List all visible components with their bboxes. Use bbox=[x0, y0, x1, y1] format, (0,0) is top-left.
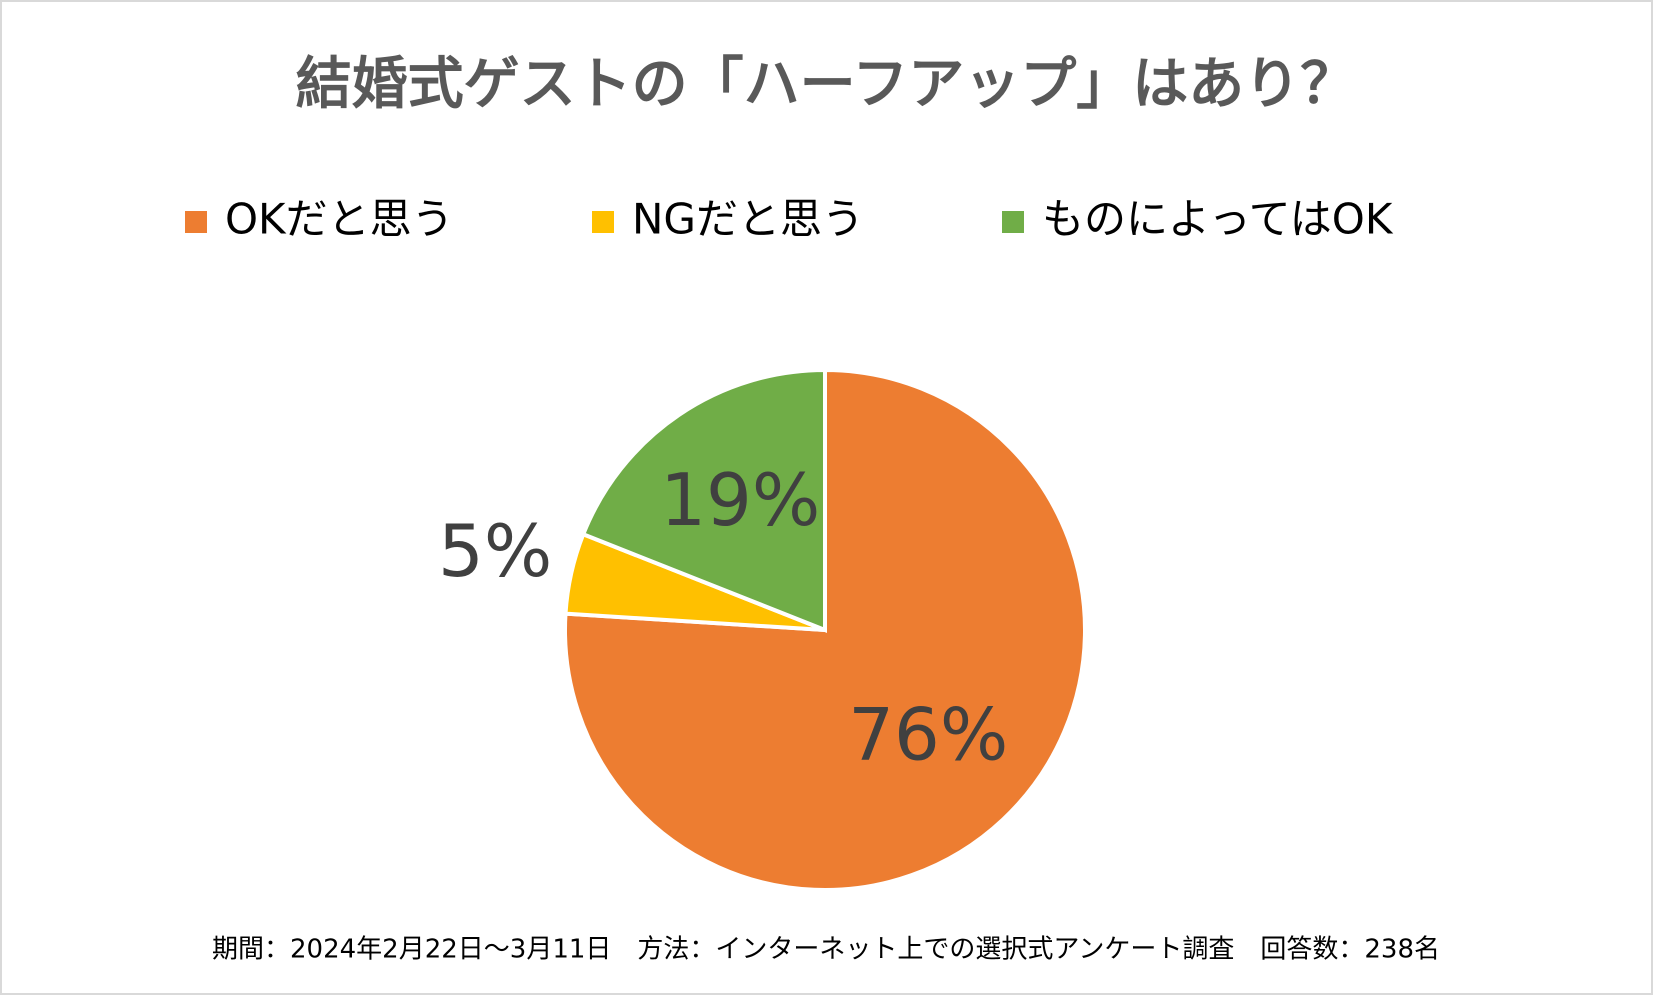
data-label: 76% bbox=[848, 692, 1008, 776]
data-label: 5% bbox=[438, 509, 552, 593]
chart-title: 結婚式ゲストの「ハーフアップ」はあり？ bbox=[296, 52, 1357, 117]
legend-swatch bbox=[1002, 211, 1024, 233]
pie-slice bbox=[563, 367, 1087, 892]
pie-slice bbox=[580, 367, 827, 633]
legend-label: ものによってはOK bbox=[1042, 195, 1394, 244]
data-label: 19% bbox=[660, 458, 820, 542]
legend-swatch bbox=[592, 211, 614, 233]
legend-label: NGだと思う bbox=[632, 195, 864, 244]
legend-label: OKだと思う bbox=[225, 195, 454, 244]
legend-swatch bbox=[185, 211, 207, 233]
footnote: 期間：2024年2月22日～3月11日 方法：インターネット上での選択式アンケー… bbox=[212, 935, 1440, 965]
